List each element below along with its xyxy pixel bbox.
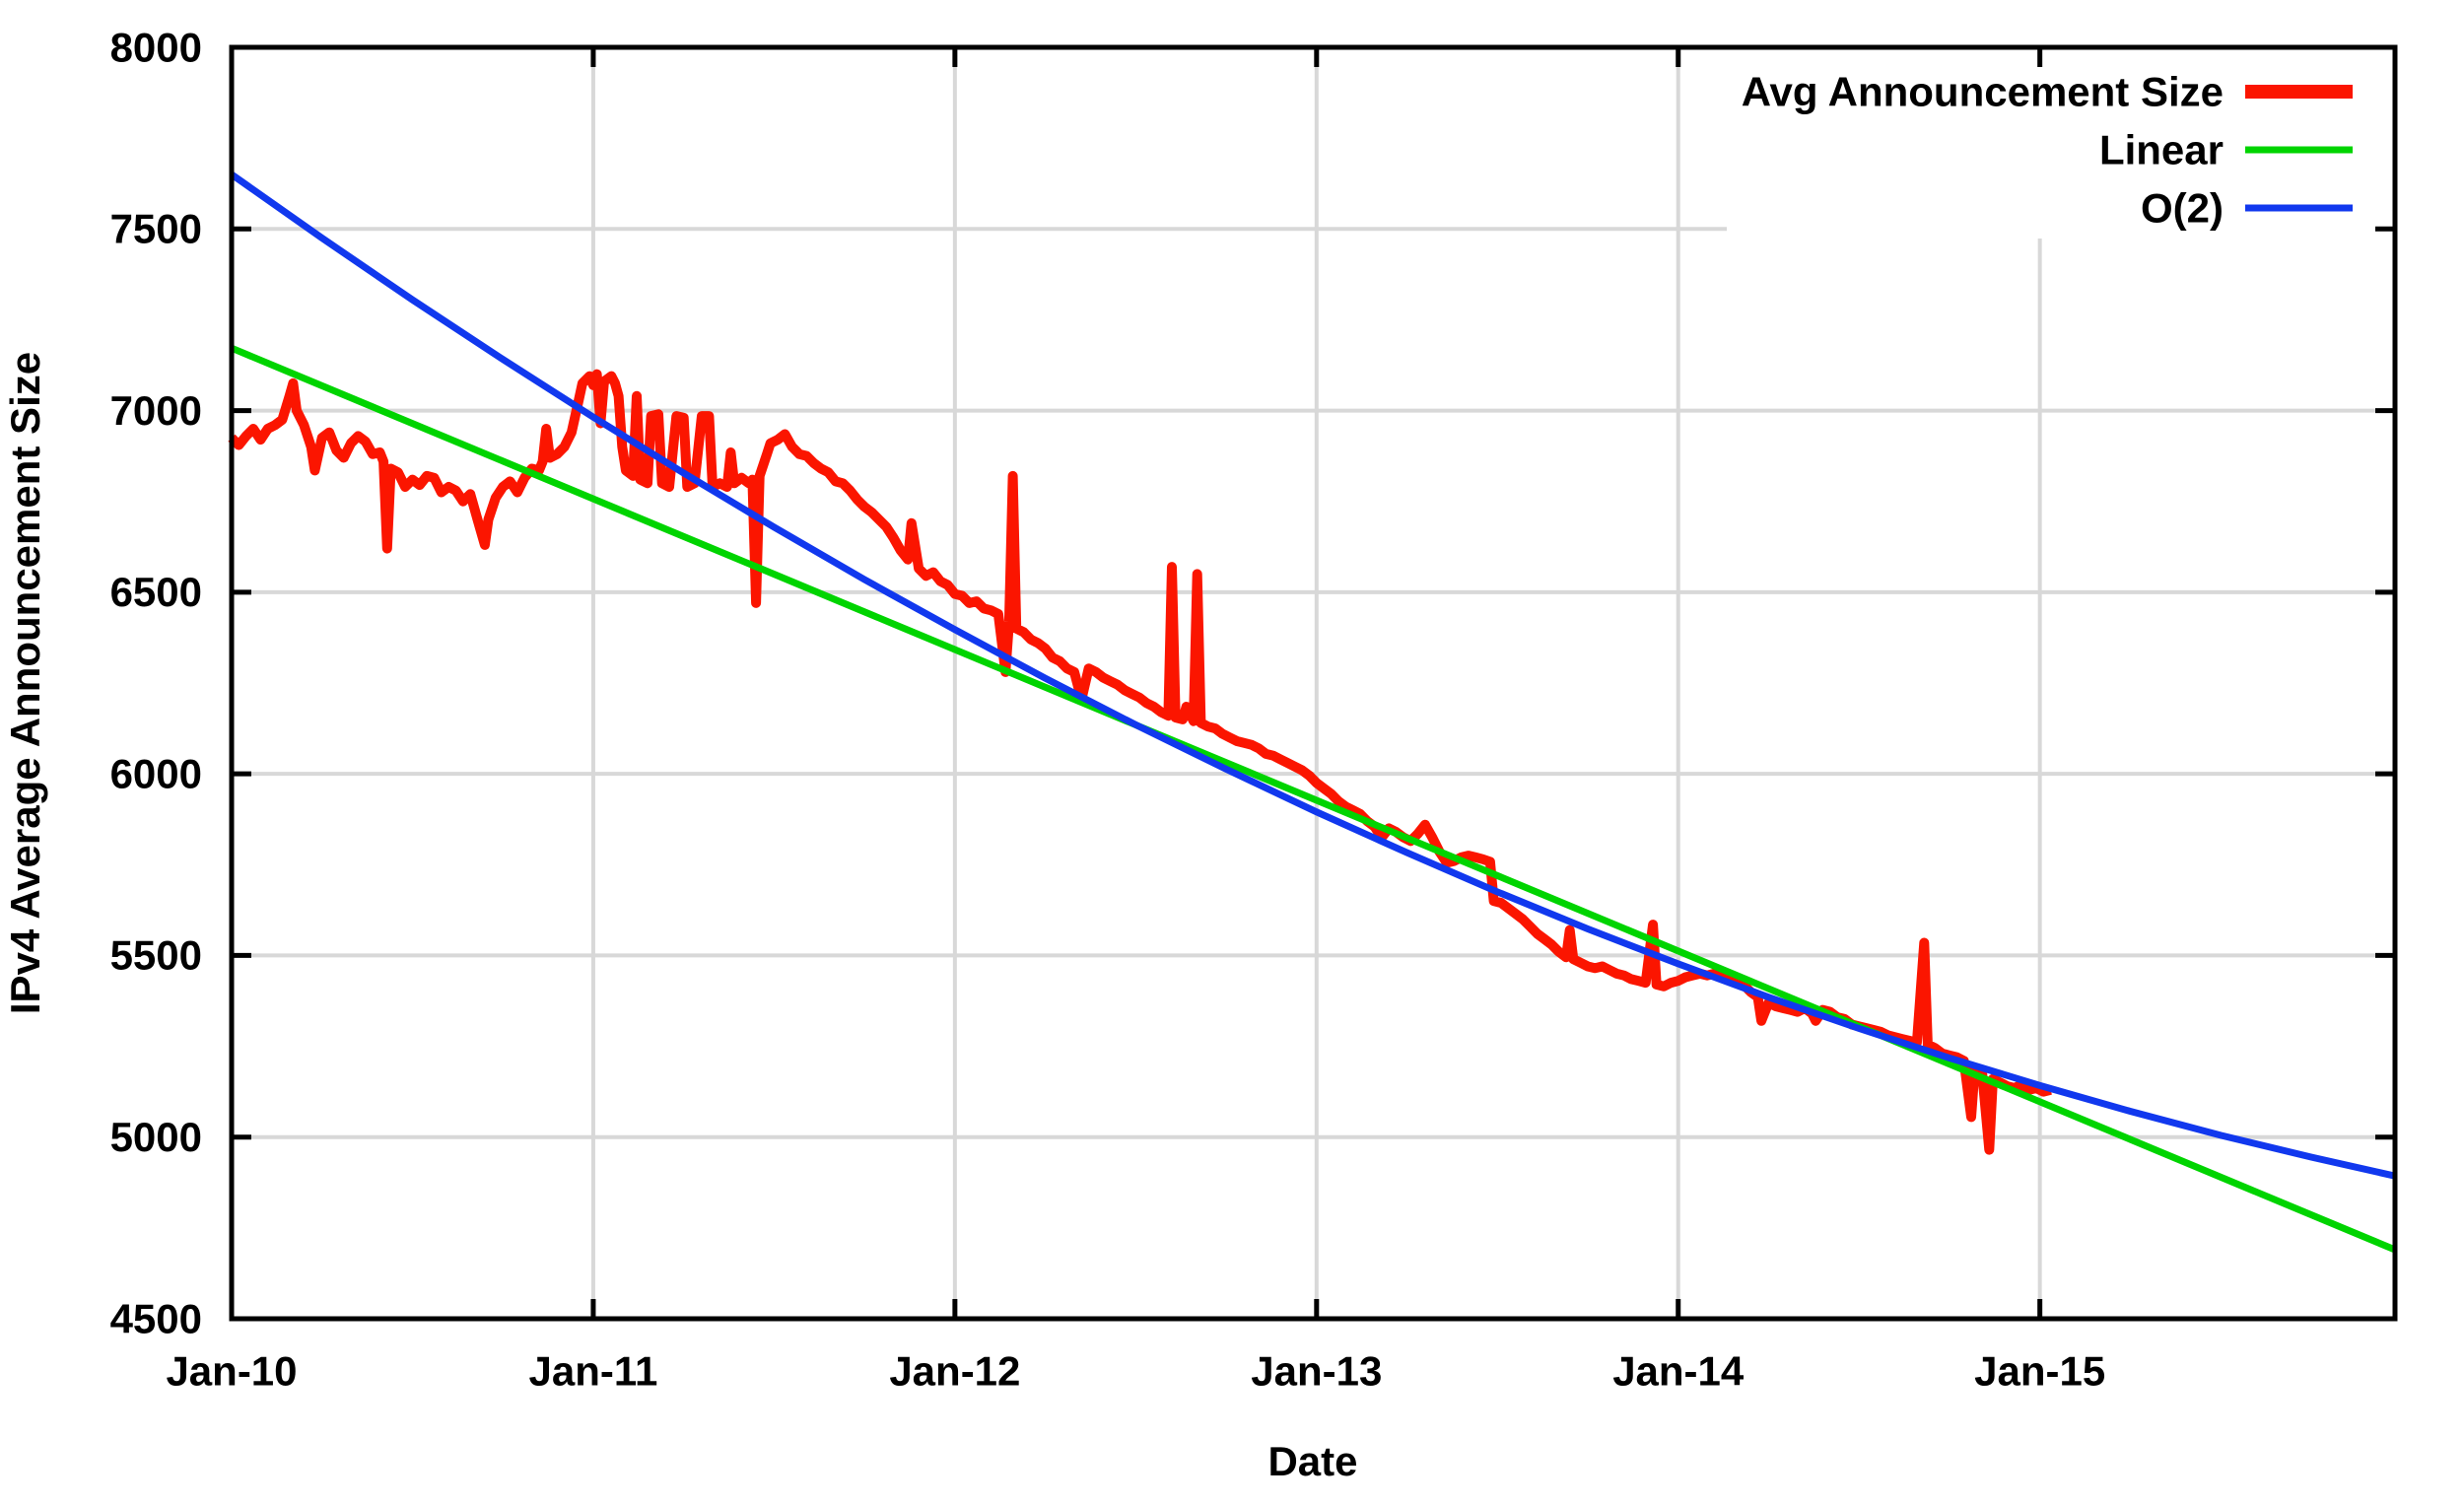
y-tick-label: 5500 — [110, 932, 202, 979]
y-tick-label: 7500 — [110, 206, 202, 252]
series-lines — [228, 171, 2397, 1254]
plot-border — [229, 44, 2398, 1322]
y-tick-label: 7000 — [110, 387, 202, 434]
x-axis-title: Date — [1267, 1438, 1357, 1484]
legend: Avg Announcement Size Linear O(2) — [1742, 68, 2353, 231]
legend-label: Avg Announcement Size — [1742, 68, 2224, 114]
tick-labels: 4500 5000 5500 6000 6500 7000 7500 8000 Jan-10 Ja… — [110, 24, 2106, 1394]
x-tick-label: Jan-10 — [166, 1347, 297, 1394]
y-tick-label: 6000 — [110, 750, 202, 796]
legend-item-avg-announcement-size: Avg Announcement Size — [1742, 68, 2353, 114]
y-tick-label: 4500 — [110, 1295, 202, 1341]
x-tick-label: Jan-13 — [1251, 1347, 1382, 1394]
linear-series-line — [230, 344, 2397, 1254]
x-tick-label: Jan-14 — [1612, 1347, 1745, 1394]
x-tick-label: Jan-15 — [1974, 1347, 2105, 1394]
legend-label: Linear — [2099, 126, 2224, 172]
legend-item-o-2-: O(2) — [2141, 184, 2353, 231]
o-2--series-line — [229, 171, 2396, 1180]
y-tick-label: 6500 — [110, 569, 202, 615]
x-tick-label: Jan-11 — [529, 1347, 658, 1394]
legend-label: O(2) — [2141, 184, 2224, 231]
x-tick-label: Jan-12 — [889, 1347, 1020, 1394]
y-tick-label: 8000 — [110, 24, 202, 70]
y-axis-title: IPv4 Average Announcement Size — [2, 352, 48, 1014]
avg-announcement-size-series-line — [228, 369, 2052, 1155]
legend-item-linear: Linear — [2099, 126, 2353, 172]
plot-frame — [229, 44, 2398, 1322]
y-tick-label: 5000 — [110, 1114, 202, 1160]
gridlines — [232, 47, 2395, 1319]
